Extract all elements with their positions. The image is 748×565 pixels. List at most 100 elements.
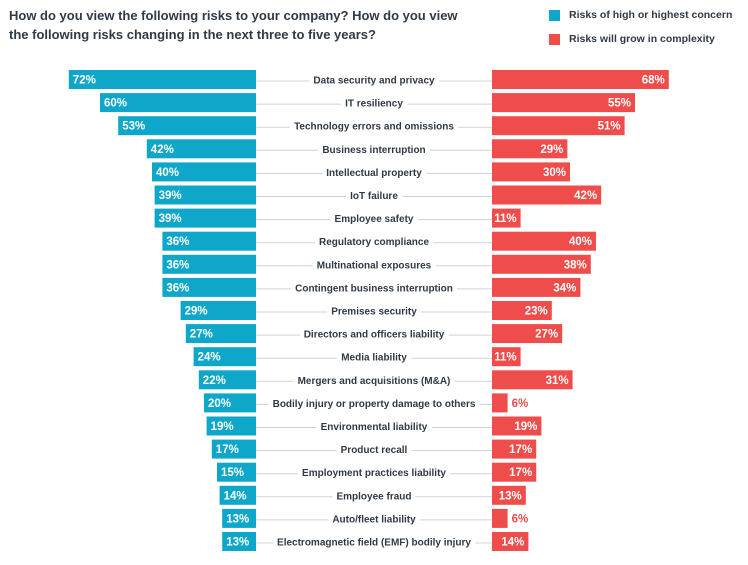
legend-label-concern: Risks of high or highest concern bbox=[569, 9, 733, 21]
value-label-complexity: 42% bbox=[574, 190, 597, 202]
bar-complexity bbox=[492, 185, 602, 205]
value-label-complexity: 27% bbox=[535, 329, 558, 341]
category-label: Employee safety bbox=[335, 214, 414, 225]
bar-complexity bbox=[492, 208, 521, 228]
category-label-backing bbox=[330, 213, 418, 227]
bar-concern bbox=[180, 301, 256, 320]
category-label-backing bbox=[346, 190, 403, 203]
category-label-backing bbox=[332, 490, 416, 504]
value-label-complexity: 40% bbox=[569, 236, 592, 248]
category-label: Contingent business interruption bbox=[295, 283, 453, 294]
value-label-complexity: 38% bbox=[564, 259, 587, 271]
bar-concern bbox=[185, 324, 256, 344]
bar-complexity bbox=[492, 370, 573, 390]
value-label-concern: 22% bbox=[203, 375, 226, 387]
bar-concern bbox=[206, 416, 256, 436]
value-label-concern: 39% bbox=[159, 190, 182, 202]
category-label: Intellectual property bbox=[326, 168, 422, 179]
bar-complexity bbox=[492, 416, 542, 436]
category-label-backing bbox=[322, 166, 427, 180]
category-label-backing bbox=[298, 467, 451, 481]
bar-concern bbox=[152, 162, 256, 182]
bar-complexity bbox=[492, 324, 563, 344]
category-label: Data security and privacy bbox=[313, 76, 435, 87]
value-label-complexity: 29% bbox=[540, 144, 563, 156]
bar-complexity bbox=[492, 70, 669, 89]
bar-complexity bbox=[492, 347, 521, 367]
bar-complexity bbox=[492, 485, 526, 505]
value-label-concern: 13% bbox=[226, 537, 249, 549]
bar-complexity bbox=[492, 254, 591, 274]
bar-complexity bbox=[492, 139, 568, 159]
bar-concern bbox=[118, 116, 256, 136]
value-label-concern: 24% bbox=[198, 352, 221, 364]
value-label-concern: 39% bbox=[159, 213, 182, 225]
value-label-complexity: 17% bbox=[509, 467, 532, 479]
value-label-concern: 14% bbox=[224, 490, 247, 502]
category-label: IoT failure bbox=[350, 191, 398, 202]
category-label-backing bbox=[273, 536, 476, 550]
legend-item-concern: Risks of high or highest concern bbox=[549, 8, 732, 22]
bar-concern bbox=[198, 370, 256, 390]
bar-complexity bbox=[492, 231, 596, 251]
value-label-complexity: 68% bbox=[642, 75, 665, 87]
value-label-concern: 40% bbox=[156, 167, 179, 179]
chart-question-title: How do you view the following risks to y… bbox=[9, 8, 458, 42]
value-label-complexity: 23% bbox=[525, 306, 548, 318]
category-label-backing bbox=[336, 444, 412, 458]
bar-complexity bbox=[492, 439, 537, 459]
legend-swatch-complexity bbox=[549, 33, 560, 45]
bar-concern bbox=[217, 462, 256, 482]
category-label: Premises security bbox=[331, 307, 417, 318]
value-label-concern: 13% bbox=[226, 513, 249, 525]
category-label: Regulatory compliance bbox=[319, 237, 429, 248]
bar-concern bbox=[219, 485, 256, 505]
bar-complexity bbox=[492, 93, 635, 113]
category-label-backing bbox=[316, 421, 432, 434]
value-label-concern: 72% bbox=[73, 75, 96, 87]
bar-concern bbox=[222, 508, 256, 528]
category-label-backing bbox=[312, 259, 436, 273]
category-label: Mergers and acquisitions (M&A) bbox=[298, 376, 451, 387]
value-label-complexity: 55% bbox=[608, 98, 631, 110]
bar-complexity bbox=[492, 508, 508, 528]
value-label-concern: 36% bbox=[166, 236, 189, 248]
bar-complexity bbox=[492, 162, 570, 182]
value-label-concern: 27% bbox=[190, 329, 213, 341]
value-label-concern: 17% bbox=[216, 444, 239, 456]
bar-concern bbox=[154, 208, 256, 228]
category-label-backing bbox=[341, 97, 408, 111]
bar-complexity bbox=[492, 393, 508, 413]
bar-concern bbox=[146, 139, 256, 159]
value-label-concern: 42% bbox=[151, 144, 174, 156]
bar-complexity bbox=[492, 277, 581, 297]
category-label: Product recall bbox=[341, 445, 408, 456]
category-label-backing bbox=[309, 74, 440, 88]
bar-concern bbox=[162, 231, 256, 251]
value-label-complexity: 6% bbox=[512, 513, 529, 525]
category-label: IT resiliency bbox=[345, 99, 403, 110]
category-label: Technology errors and omissions bbox=[294, 122, 454, 133]
category-label-backing bbox=[291, 282, 457, 296]
category-label-backing bbox=[299, 328, 449, 342]
category-label-backing bbox=[327, 305, 422, 319]
category-label: Media liability bbox=[341, 353, 407, 364]
value-label-complexity: 6% bbox=[512, 398, 529, 410]
value-label-complexity: 17% bbox=[509, 444, 532, 456]
category-label-backing bbox=[268, 397, 480, 411]
category-label-backing bbox=[290, 120, 459, 134]
bar-concern bbox=[100, 93, 256, 113]
value-label-complexity: 11% bbox=[494, 352, 516, 364]
value-label-complexity: 31% bbox=[546, 375, 569, 387]
value-label-concern: 29% bbox=[185, 306, 208, 318]
legend-swatch-concern bbox=[549, 9, 560, 21]
value-label-concern: 15% bbox=[221, 467, 244, 479]
category-label: Directors and officers liability bbox=[304, 330, 445, 341]
bar-concern bbox=[154, 185, 256, 205]
value-label-complexity: 34% bbox=[553, 282, 576, 294]
category-label-backing bbox=[337, 351, 412, 365]
value-label-complexity: 13% bbox=[499, 490, 522, 502]
value-label-complexity: 14% bbox=[501, 537, 524, 549]
bar-concern bbox=[204, 393, 256, 413]
